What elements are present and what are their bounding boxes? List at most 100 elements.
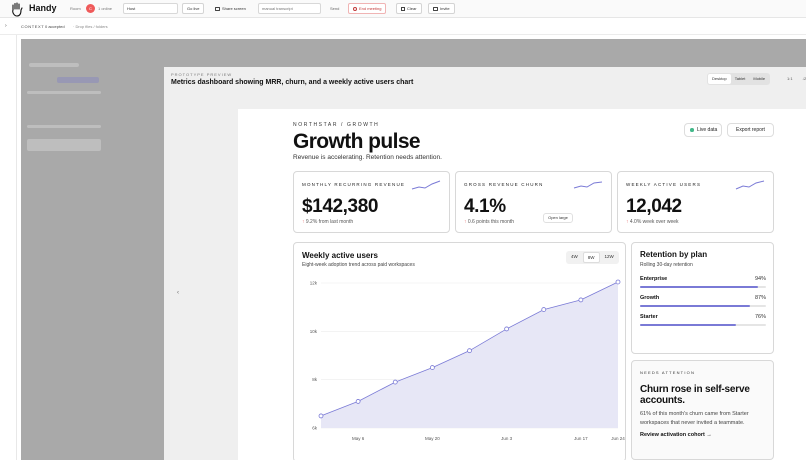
plan-pct: 94% — [754, 276, 766, 282]
sparkline-icon — [735, 180, 765, 190]
retention-title: Retention by plan — [640, 250, 708, 259]
dashboard-canvas: NORTHSTAR / GROWTH Growth pulse Revenue … — [238, 109, 806, 460]
export-report-button[interactable]: Export report — [727, 123, 774, 137]
download-button[interactable]: ↓2 — [802, 76, 806, 81]
range-12w[interactable]: 12W — [604, 254, 614, 259]
ghost-line — [27, 125, 101, 128]
avatar: C — [86, 4, 95, 13]
chevron-right-icon[interactable]: › — [5, 23, 7, 29]
trash-icon — [401, 6, 405, 11]
dashboard-subtitle: Revenue is accelerating. Retention needs… — [293, 154, 442, 161]
plan-track — [640, 286, 766, 288]
y-tick-label: 10k — [310, 329, 318, 334]
plan-track — [640, 305, 766, 307]
plan-name: Enterprise — [640, 276, 668, 282]
share-screen-button[interactable]: Share screen — [210, 3, 251, 14]
kpi-label: MONTHLY RECURRING REVENUE — [302, 182, 406, 187]
ghost-line — [57, 77, 99, 83]
kpi-delta: ↑ 4.0% week over week — [626, 219, 679, 225]
dashboard-title: Growth pulse — [293, 130, 421, 153]
context-status: 0 accepted — [45, 24, 65, 29]
kpi-label: WEEKLY ACTIVE USERS — [626, 182, 702, 187]
wau-line-chart: 12k 10k 8k 6k May 6 May 20 Jun 3 Jun 17 Jun 24 — [310, 279, 625, 441]
top-toolbar: Handy Room C 1 online Host Go live Share… — [0, 0, 806, 18]
context-drop-hint: · Drop files / folders — [73, 24, 108, 29]
left-rail — [0, 35, 17, 460]
wau-point — [429, 365, 435, 370]
go-live-button[interactable]: Go live — [182, 3, 205, 14]
name-field[interactable]: Host — [123, 3, 178, 14]
plan-fill — [640, 286, 759, 288]
online-count: 1 online — [98, 6, 113, 11]
context-bar: › CONTEXT 0 accepted · Drop files / fold… — [0, 18, 806, 35]
chart-title: Weekly active users — [302, 251, 378, 260]
wau-point — [615, 279, 621, 285]
zoom-actual-button[interactable]: 1:1 — [787, 76, 793, 81]
plan-pct: 87% — [754, 295, 766, 301]
wau-point — [578, 297, 584, 303]
device-toggle: Desktop Tablet Mobile — [707, 73, 771, 85]
wau-area — [321, 281, 618, 428]
plan-name: Starter — [640, 314, 658, 320]
device-tablet[interactable]: Tablet — [734, 76, 746, 81]
ghost-line — [27, 91, 101, 94]
kpi-delta: ↑ 0.6 points this month — [464, 219, 514, 225]
x-tick-label: May 6 — [352, 436, 365, 441]
clear-label: Clear — [407, 6, 417, 11]
device-mobile[interactable]: Mobile — [753, 76, 766, 81]
kpi-value: 12,042 — [626, 196, 682, 217]
sparkline-icon — [411, 180, 441, 190]
retention-subtitle: Rolling 30-day retention — [640, 262, 693, 268]
review-cohort-link[interactable]: Review activation cohort → — [640, 432, 712, 438]
plan-fill — [640, 305, 750, 307]
chevron-left-icon[interactable]: ‹ — [177, 290, 179, 296]
range-8w[interactable]: 8W — [582, 252, 600, 263]
room-label: Room — [70, 6, 81, 11]
share-screen-label: Share screen — [222, 6, 246, 11]
wau-point — [467, 348, 472, 354]
send-button[interactable]: Send — [325, 3, 344, 14]
live-data-button[interactable]: Live data — [684, 123, 722, 137]
screen-icon — [215, 6, 220, 11]
wau-point — [318, 413, 324, 419]
range-4w[interactable]: 4W — [571, 254, 578, 259]
attention-card: NEEDS ATTENTION Churn rose in self-serve… — [631, 360, 774, 460]
kpi-delta-text: 0.6 points this month — [467, 219, 515, 225]
retention-card: Retention by plan Rolling 30-day retenti… — [631, 242, 774, 354]
end-meeting-label: End meeting — [359, 6, 382, 11]
chart-subtitle: Eight-week adoption trend across paid wo… — [302, 262, 415, 268]
wau-chart-card: Weekly active users Eight-week adoption … — [293, 242, 626, 460]
ghost-line — [27, 139, 101, 151]
kpi-card-mrr: MONTHLY RECURRING REVENUE $142,380 ↑ 9.2… — [293, 171, 450, 233]
x-tick-label: Jun 24 — [611, 436, 625, 441]
context-label: CONTEXT — [21, 24, 45, 29]
invite-button[interactable]: Invite — [428, 3, 455, 14]
wau-point — [355, 399, 361, 404]
wau-point — [541, 307, 547, 312]
preview-eyebrow: PROTOTYPE PREVIEW — [171, 72, 233, 77]
device-desktop[interactable]: Desktop — [708, 74, 731, 84]
kpi-delta-text: 9.2% from last month — [305, 219, 354, 225]
x-tick-label: May 20 — [425, 436, 440, 441]
arrow-up-icon: ↑ — [464, 219, 467, 225]
go-live-label: Go live — [187, 6, 200, 11]
plan-pct: 76% — [754, 314, 766, 320]
y-tick-label: 8k — [312, 377, 318, 382]
app-name: Handy — [29, 3, 57, 13]
open-large-tooltip[interactable]: Open large — [543, 213, 573, 223]
ghost-line — [29, 63, 79, 67]
attention-title: Churn rose in self-serve accounts. — [640, 384, 750, 406]
range-toggle: 4W 8W 12W — [566, 251, 619, 264]
attention-eyebrow: NEEDS ATTENTION — [640, 370, 696, 375]
clear-button[interactable]: Clear — [396, 3, 422, 14]
send-label: Send — [330, 6, 340, 11]
stop-icon — [353, 6, 357, 11]
end-meeting-button[interactable]: End meeting — [348, 3, 387, 14]
transcript-input[interactable] — [258, 3, 321, 14]
kpi-label: GROSS REVENUE CHURN — [464, 182, 544, 187]
wau-point — [392, 379, 398, 385]
dashboard-eyebrow: NORTHSTAR / GROWTH — [293, 122, 380, 128]
mail-icon — [433, 6, 438, 11]
plan-fill — [640, 324, 736, 326]
plan-name: Growth — [640, 295, 660, 301]
